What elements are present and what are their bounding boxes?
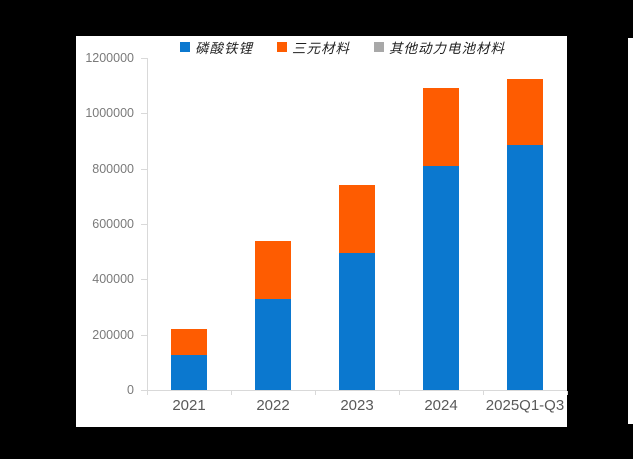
chart-legend: 磷酸铁锂 三元材料 其他动力电池材料 [180, 37, 505, 57]
legend-label: 磷酸铁锂 [195, 41, 253, 57]
x-axis-category-label: 2021 [172, 397, 206, 414]
y-axis-tick-label: 0 [127, 383, 134, 397]
legend-swatch-icon [277, 42, 287, 52]
legend-label: 其他动力电池材料 [389, 41, 505, 57]
x-axis-tick [147, 391, 148, 395]
x-axis-category-label: 2025Q1-Q3 [485, 397, 565, 414]
y-axis-tick [141, 224, 147, 225]
y-axis-tick [141, 113, 147, 115]
y-axis-line [147, 58, 148, 391]
x-axis-tick [315, 391, 316, 395]
y-axis-tick [141, 334, 147, 336]
legend-swatch-icon [374, 42, 384, 52]
x-axis-line [147, 390, 567, 391]
chart-panel: 磷酸铁锂 三元材料 其他动力电池材料 0 200000 400000 600000 8000… [76, 36, 568, 427]
x-axis-tick [567, 391, 568, 395]
y-axis-tick-label: 200000 [92, 327, 134, 342]
y-axis-tick-label: 600000 [92, 217, 134, 231]
legend-item: 三元材料 [277, 37, 350, 57]
y-axis-tick [141, 390, 147, 391]
bar-segment-2024 [423, 165, 459, 390]
bar-segment-2023 [339, 253, 375, 390]
bar-segment-2025Q1-Q3 [507, 78, 543, 146]
legend-swatch-icon [180, 42, 190, 52]
x-axis-tick [483, 391, 484, 395]
bar-segment-2021 [171, 355, 207, 390]
bar-segment-2024 [423, 88, 459, 166]
x-axis-category-label: 2023 [340, 397, 374, 414]
legend-label: 三元材料 [292, 41, 350, 57]
y-axis-tick-label: 1200000 [85, 51, 134, 65]
adjacent-panel-sliver [628, 38, 633, 424]
y-axis-tick [141, 279, 147, 281]
bar-segment-2022 [255, 298, 291, 390]
y-axis-tick [141, 168, 147, 170]
bar-segment-2025Q1-Q3 [507, 145, 543, 390]
x-axis-category-label: 2024 [424, 397, 458, 414]
x-axis-tick [399, 391, 400, 395]
y-axis-tick-label: 800000 [92, 161, 134, 176]
bar-segment-2022 [255, 240, 291, 299]
bar-segment-2021 [171, 329, 207, 356]
y-axis-tick [141, 58, 147, 59]
x-axis-category-label: 2022 [256, 397, 290, 414]
legend-item: 其他动力电池材料 [374, 37, 505, 57]
y-axis-tick-label: 1000000 [85, 106, 134, 121]
x-axis-tick [231, 391, 232, 395]
legend-item: 磷酸铁锂 [180, 37, 253, 57]
bar-segment-2023 [339, 185, 375, 254]
y-axis-tick-label: 400000 [92, 272, 134, 287]
